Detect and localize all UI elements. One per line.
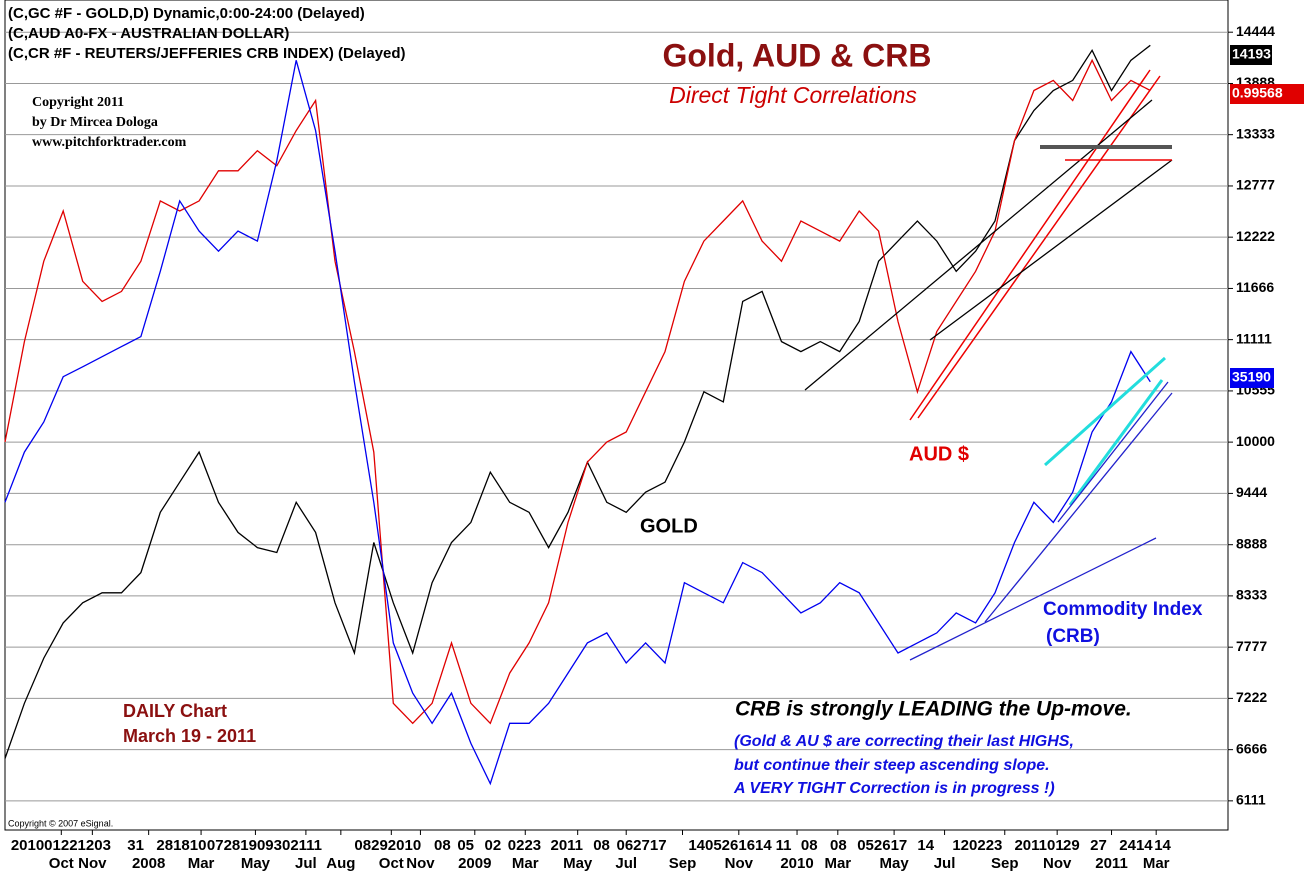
x-day-label: 31 [127,837,144,854]
x-day-label: 08 [801,837,818,854]
x-tick-label: 2011 [1095,855,1128,872]
x-tick-label: Sep [669,855,697,872]
annotation: GOLD [640,515,698,537]
last-price-label: 0.99568 [1232,85,1283,101]
annotation: AUD $ [909,443,969,465]
x-day-label: 062717 [617,837,667,854]
x-tick-label: 2010 [780,855,813,872]
x-tick-label: Nov [1043,855,1072,872]
series-line [4,60,1151,786]
source-note: Copyright © 2007 eSignal. [8,818,113,828]
y-tick-label: 14444 [1236,23,1275,39]
y-tick-label: 11666 [1236,279,1274,295]
x-tick-label: Jul [615,855,637,872]
y-tick-label: 11111 [1236,330,1272,346]
x-day-label: 11 [776,837,792,854]
x-tick-label: May [241,855,271,872]
x-day-label: 02 [484,837,501,854]
y-tick-label: 6111 [1236,792,1266,808]
y-tick-label: 12777 [1236,177,1275,193]
copyright-line: Copyright 2011 [32,95,124,110]
x-tick-label: May [880,855,910,872]
x-day-label: 2011 [550,837,583,854]
copyright-line: www.pitchforktrader.com [32,135,187,150]
header-line: (C,AUD A0-FX - AUSTRALIAN DOLLAR) [8,25,289,42]
x-day-label: 0223 [508,837,541,854]
x-tick-label: Jul [295,855,317,872]
y-tick-label: 7222 [1236,689,1267,705]
x-tick-label: 2009 [458,855,491,872]
annotation: (Gold & AU $ are correcting their last H… [734,733,1074,750]
header-line: (C,GC #F - GOLD,D) Dynamic,0:00-24:00 (D… [8,5,365,22]
x-day-label: 281810 [156,837,206,854]
x-day-label: 14 [917,837,934,854]
x-day-label: 29 [1063,837,1080,854]
x-day-label: 052617 [857,837,907,854]
x-tick-label: Nov [725,855,754,872]
series-line [4,58,1151,725]
series-line [4,44,1151,759]
header-line: (C,CR #F - REUTERS/JEFFERIES CRB INDEX) … [8,45,406,62]
x-tick-label: Aug [326,855,355,872]
x-tick-label: Oct [49,855,74,872]
x-day-label: 1405261614 [688,837,772,854]
x-tick-label: Oct [379,855,404,872]
annotation: (CRB) [1046,626,1100,647]
x-tick-label: May [563,855,593,872]
trend-lines [804,69,1173,661]
y-tick-label: 9444 [1236,484,1267,500]
x-day-label: 08 [593,837,610,854]
chart-title: Gold, AUD & CRB [662,37,931,73]
annotation: March 19 - 2011 [123,726,256,746]
last-price-box [1230,368,1274,388]
last-price-box [1230,45,1272,65]
annotation: DAILY Chart [123,701,227,721]
last-price-label: 14193 [1232,46,1271,62]
x-day-label: 05 [457,837,474,854]
x-tick-label: Nov [406,855,435,872]
x-tick-label: Mar [512,855,539,872]
chart-subtitle: Direct Tight Correlations [669,82,917,108]
x-day-label: 08 [830,837,847,854]
x-day-label: 201001221203 [11,837,111,854]
y-tick-label: 8333 [1236,587,1267,603]
x-day-label: 07281909302111 [207,837,322,854]
x-day-label: 14 [1154,837,1171,854]
x-day-label: 08 [434,837,451,854]
plot-frame [4,0,1229,831]
annotation: A VERY TIGHT Correction is in progress !… [733,780,1055,797]
x-day-label: 201101 [1014,837,1063,854]
last-price-box [1230,84,1304,104]
annotation: Commodity Index [1043,599,1203,620]
x-tick-label: Nov [78,855,107,872]
y-tick-label: 10000 [1236,433,1275,449]
y-tick-label: 8888 [1236,535,1267,551]
copyright-line: by Dr Mircea Dologa [32,115,158,130]
y-tick-label: 6666 [1236,740,1267,756]
x-tick-label: Mar [188,855,215,872]
y-tick-label: 12222 [1236,228,1275,244]
x-day-label: 27 [1090,837,1107,854]
x-day-label: 2414 [1119,837,1153,854]
y-tick-label: 13333 [1236,125,1275,141]
last-price-label: 35190 [1232,369,1271,385]
x-tick-label: 2008 [132,855,165,872]
annotation: but continue their steep ascending slope… [734,757,1050,774]
x-tick-label: Mar [1143,855,1170,872]
x-day-label: 08292010 [354,837,421,854]
x-tick-label: Sep [991,855,1019,872]
x-tick-label: Jul [934,855,956,872]
y-tick-label: 7777 [1236,638,1267,654]
annotation: CRB is strongly LEADING the Up-move. [735,698,1132,721]
x-tick-label: Mar [824,855,851,872]
x-day-label: 120223 [952,837,1002,854]
